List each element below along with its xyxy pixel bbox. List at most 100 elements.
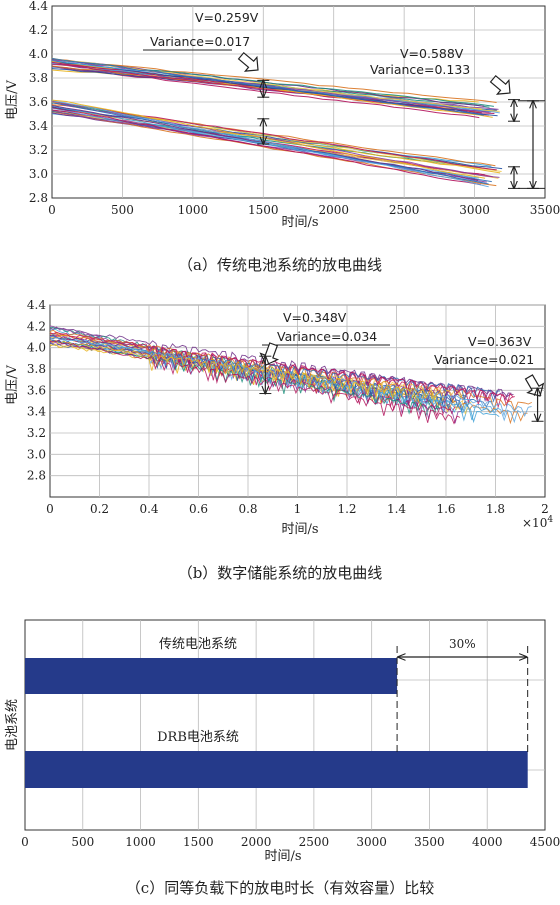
panel-b-chart: 0 0.2 0.4 0.6 0.8 1 1.2 1.4 1.6 1.8 2 2.8 3.0 3.2 3.4 3… [5, 298, 553, 582]
panel-c-x-tick-label: 2500 [299, 835, 330, 849]
panel-b-annotations: V=0.348V Variance=0.034 V=0.363V Variance=0… [259, 310, 545, 421]
panel-b-y-tick-label: 3.8 [27, 362, 46, 376]
panel-a-series-line [51, 57, 484, 116]
panel-b-x-tick-label: 1.2 [337, 502, 356, 516]
panel-a-annotation-2-line-2: Variance=0.133 [370, 62, 470, 77]
panel-b-ylabel: 电压/V [5, 365, 20, 405]
panel-b-y-tick-label: 3.4 [27, 405, 46, 419]
panel-a-annotation-1-block-arrow [237, 51, 259, 72]
panel-a-ylabel: 电压/V [5, 80, 20, 120]
panel-a-series-line [51, 59, 490, 113]
panel-a-series-line [51, 107, 481, 186]
panel-a-x-tick-label: 2500 [389, 203, 420, 217]
panel-a-y-tick-label: 3.8 [29, 71, 48, 85]
panel-a-ticks: 0 500 1000 1500 2000 2500 3000 3500 2.8 3.0 3.2 3.4… [29, 0, 560, 217]
panel-b-series-line [49, 334, 515, 409]
panel-b-xlabel: 时间/s [281, 522, 318, 537]
panel-a-xlabel: 时间/s [281, 215, 318, 230]
panel-b-series-line [49, 339, 461, 425]
panel-c-ticks: 0 500 1000 1500 2000 2500 3000 3500 4000 4500 [21, 835, 560, 849]
panel-b-x-tick-label: 0.6 [189, 502, 208, 516]
panel-a-chart: 0 500 1000 1500 2000 2500 3000 3500 2.8 3.0 3.2 3.4… [5, 0, 560, 274]
panel-b-annotation-2-line-2: Variance=0.021 [434, 352, 534, 367]
panel-c-x-tick-label: 1500 [183, 835, 214, 849]
panel-b-x-tick-label: 1 [294, 502, 302, 516]
panel-c-bar-label: DRB电池系统 [157, 730, 239, 745]
panel-a-series-line [51, 59, 498, 117]
panel-a-caption: （a）传统电池系统的放电曲线 [178, 256, 382, 274]
panel-b-caption: （b）数字储能系统的放电曲线 [178, 564, 383, 582]
panel-b-series-line [49, 339, 500, 403]
panel-b-series-line [49, 339, 441, 400]
panel-c-caption: （c）同等负载下的放电时长（有效容量）比较 [126, 879, 434, 897]
panel-a-series-line [51, 58, 497, 103]
panel-b-y-tick-label: 4.0 [27, 341, 46, 355]
panel-b-series-line [49, 344, 467, 402]
panel-c-xlabel: 时间/s [264, 849, 301, 864]
panel-b-annotation-1-line-1: V=0.348V [283, 310, 347, 325]
panel-c-x-tick-label: 3000 [356, 835, 387, 849]
panel-c-annotations: 30% [396, 637, 529, 752]
panel-b-y-tick-label: 3.6 [27, 383, 46, 397]
panel-a-y-tick-label: 4.4 [29, 0, 48, 13]
panel-a-series-line [51, 101, 500, 178]
panel-c-bars: 传统电池系统 DRB电池系统 [25, 637, 528, 788]
panel-c-difference-label: 30% [449, 637, 476, 651]
panel-b-y-tick-label: 3.0 [27, 447, 46, 461]
panel-a-series-line [51, 100, 497, 171]
panel-b-y-tick-label: 2.8 [27, 469, 46, 483]
panel-b-x-tick-label: 1.8 [486, 502, 505, 516]
panel-b-annotation-2-line-1: V=0.363V [468, 334, 532, 349]
panel-a-y-tick-label: 3.6 [29, 95, 48, 109]
panel-a-annotation-1-line-2: Variance=0.017 [150, 34, 250, 49]
panel-a-series-line [51, 99, 486, 179]
panel-c-x-tick-label: 0 [21, 835, 29, 849]
panel-a-x-tick-label: 0 [48, 203, 56, 217]
panel-b-x-tick-label: 1.4 [387, 502, 406, 516]
panel-a-y-tick-label: 3.4 [29, 119, 48, 133]
panel-b-y-tick-label: 4.4 [27, 298, 46, 312]
panel-b-series-line [49, 331, 514, 408]
panel-a-y-tick-label: 3.2 [29, 143, 48, 157]
panel-a-y-tick-label: 2.8 [29, 191, 48, 205]
panel-a-x-tick-label: 2000 [318, 203, 349, 217]
panel-b-x-tick-label: 0.2 [90, 502, 109, 516]
panel-a-annotations: V=0.259V Variance=0.017 V=0.588VVariance=0… [143, 10, 545, 188]
panel-b-x-tick-label: 1.6 [436, 502, 455, 516]
panel-a-annotation-1-line-1: V=0.259V [195, 10, 259, 25]
panel-c-x-tick-label: 2000 [241, 835, 272, 849]
panel-b-ticks: 0 0.2 0.4 0.6 0.8 1 1.2 1.4 1.6 1.8 2 2.8 3.0 3.2 3.4 3… [27, 298, 549, 516]
panel-c-x-tick-label: 1000 [125, 835, 156, 849]
panel-b-x-tick-label: 0 [46, 502, 54, 516]
panel-b-series [49, 325, 532, 425]
panel-b-y-tick-label: 3.2 [27, 426, 46, 440]
panel-c-x-tick-label: 3500 [414, 835, 445, 849]
panel-c-x-tick-label: 500 [71, 835, 94, 849]
panel-c-plot-area [24, 619, 546, 831]
panel-a-annotation-2-line-1: V=0.588V [400, 46, 464, 61]
panel-b-grid [50, 304, 545, 497]
panel-a-x-tick-label: 1500 [248, 203, 279, 217]
panel-a-x-tick-label: 3500 [530, 203, 560, 217]
panel-b-x-tick-label: 2 [541, 502, 549, 516]
panel-b-y-tick-label: 4.2 [27, 319, 46, 333]
panel-c-ylabel: 电池系统 [5, 699, 20, 751]
panel-c-chart: 传统电池系统 DRB电池系统 0 500 1000 1500 2000 2500 3000 35… [5, 619, 560, 897]
panel-a-y-tick-label: 4.0 [29, 47, 48, 61]
panel-a-series-line [51, 100, 489, 188]
panel-a-x-tick-label: 500 [111, 203, 134, 217]
panel-c-bar [25, 658, 398, 694]
panel-a-y-tick-label: 3.0 [29, 167, 48, 181]
panel-a-series-line [51, 63, 489, 116]
panel-b-series-line [49, 326, 514, 402]
panel-b-annotation-1-line-2: Variance=0.034 [277, 329, 377, 344]
panel-c-x-tick-label: 4500 [530, 835, 560, 849]
panel-b-x-tick-label: 0.8 [238, 502, 257, 516]
panel-a-annotation-2-block-arrow [489, 74, 511, 95]
panel-b-series-line [49, 335, 532, 418]
panel-b-x-multiplier: ×104 [522, 515, 553, 530]
panel-a-y-tick-label: 4.2 [29, 23, 48, 37]
panel-a-x-tick-label: 3000 [459, 203, 490, 217]
panel-c-bar-label: 传统电池系统 [159, 637, 237, 652]
